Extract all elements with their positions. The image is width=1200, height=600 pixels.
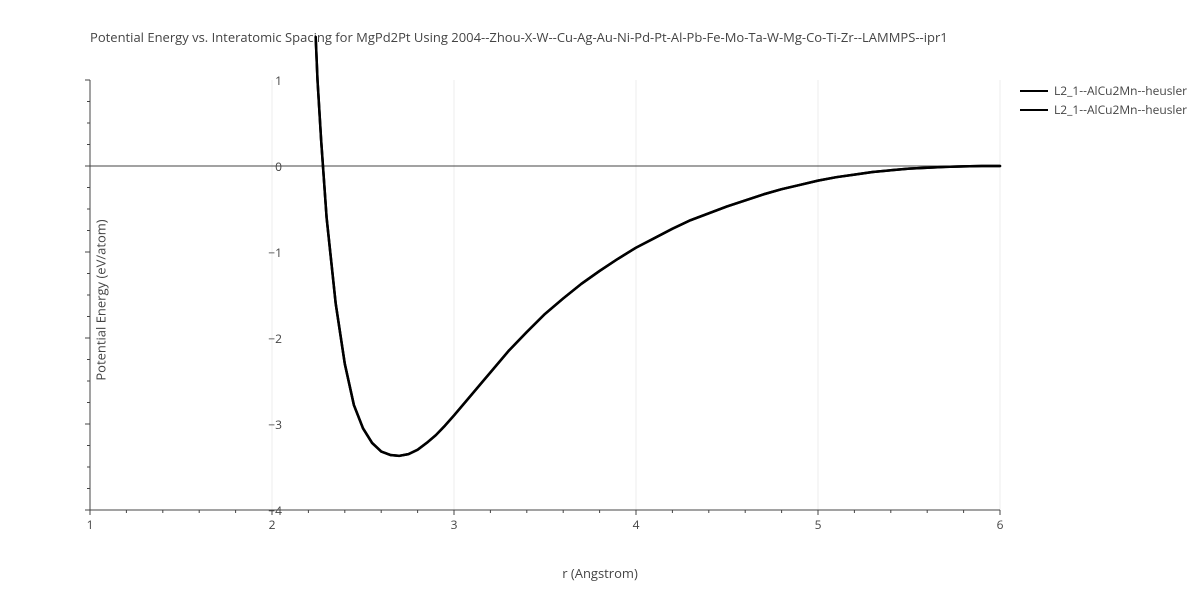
- x-tick-label: 3: [451, 516, 458, 533]
- y-tick-label: 0: [242, 158, 282, 175]
- x-tick-label: 4: [633, 516, 640, 533]
- legend-label: L2_1--AlCu2Mn--heusler: [1054, 82, 1187, 99]
- legend-item: L2_1--AlCu2Mn--heusler: [1020, 101, 1187, 118]
- x-tick-label: 2: [269, 516, 276, 533]
- y-tick-label: −4: [242, 502, 282, 519]
- plot-area: [90, 80, 1000, 510]
- legend-label: L2_1--AlCu2Mn--heusler: [1054, 101, 1187, 118]
- legend-item: L2_1--AlCu2Mn--heusler: [1020, 82, 1187, 99]
- x-tick-label: 5: [815, 516, 822, 533]
- legend: L2_1--AlCu2Mn--heusler L2_1--AlCu2Mn--he…: [1020, 82, 1187, 120]
- x-axis-label: r (Angstrom): [562, 564, 638, 582]
- y-tick-label: −3: [242, 416, 282, 433]
- y-tick-label: 1: [242, 72, 282, 89]
- legend-swatch-icon: [1020, 90, 1048, 92]
- chart-svg: [90, 80, 1000, 510]
- y-tick-label: −2: [242, 330, 282, 347]
- y-tick-label: −1: [242, 244, 282, 261]
- legend-swatch-icon: [1020, 109, 1048, 111]
- x-tick-label: 1: [87, 516, 94, 533]
- chart-title: Potential Energy vs. Interatomic Spacing…: [90, 28, 948, 46]
- x-tick-label: 6: [997, 516, 1004, 533]
